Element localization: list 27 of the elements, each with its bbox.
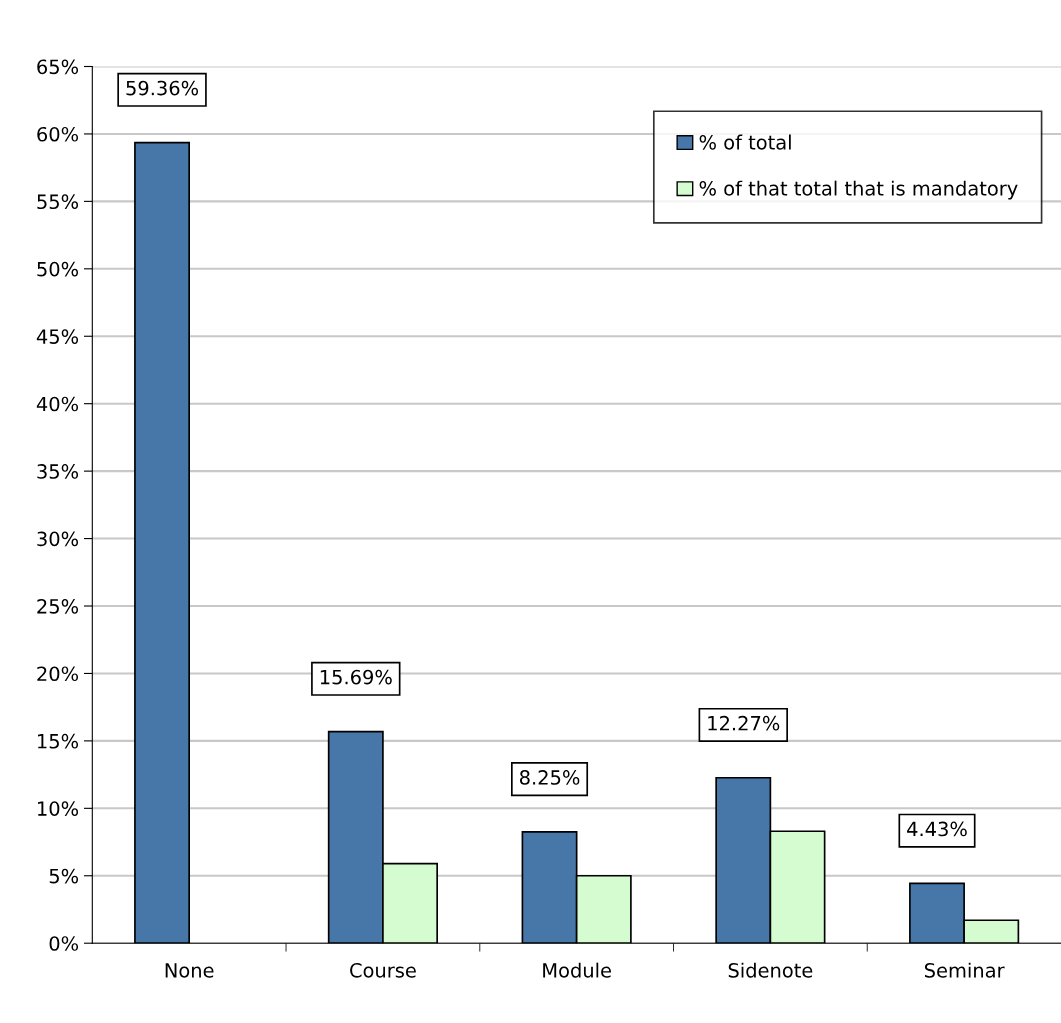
data-label: 12.27% [708,715,780,731]
data-label: 4.43% [907,821,967,837]
y-tick-label: 45% [36,329,79,344]
y-tick-label: 50% [37,261,79,277]
data-label: 59.36% [126,80,199,96]
x-tick-label: Course [350,962,416,978]
legend-label: % of that total that is mandatory [699,180,1018,200]
y-tick-label: 40% [36,396,79,412]
x-tick-label: None [165,963,214,978]
y-tick-label: 60% [37,126,79,142]
y-tick-label: 20% [37,666,79,682]
y-tick-label: 10% [38,801,79,816]
data-label: 15.69% [320,669,392,685]
legend-label: % of total [699,134,791,150]
x-tick-label: Sidenote [728,962,813,978]
x-tick-label: Module [543,962,611,978]
x-tick-label: Seminar [924,962,1005,978]
y-tick-label: 5% [49,868,79,884]
y-tick-label: 55% [37,194,79,210]
y-tick-label: 35% [37,464,79,479]
y-tick-label: 30% [37,531,79,547]
bar [134,141,191,944]
y-tick-label: 15% [38,733,79,749]
y-tick-label: 65% [37,59,79,75]
data-label: 8.25% [519,770,580,785]
y-tick-label: 25% [37,598,79,614]
y-tick-label: 0% [49,936,79,951]
